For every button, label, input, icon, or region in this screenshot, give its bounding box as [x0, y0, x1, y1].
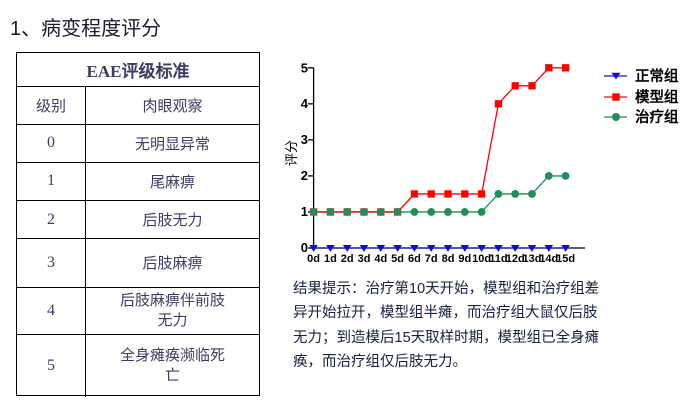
svg-text:0d: 0d [307, 253, 320, 265]
svg-text:8d: 8d [442, 253, 455, 265]
svg-text:15d: 15d [556, 253, 575, 265]
svg-text:2d: 2d [341, 253, 354, 265]
svg-text:评分: 评分 [284, 140, 299, 166]
svg-text:4d: 4d [374, 253, 387, 265]
svg-text:7d: 7d [425, 253, 438, 265]
svg-text:1d: 1d [324, 253, 337, 265]
svg-text:9d: 9d [458, 253, 471, 265]
svg-text:3: 3 [301, 132, 308, 147]
svg-text:1: 1 [301, 204, 308, 219]
svg-text:3d: 3d [358, 253, 371, 265]
svg-text:正常组: 正常组 [635, 67, 679, 85]
svg-text:4: 4 [301, 96, 309, 111]
svg-text:5: 5 [301, 61, 308, 76]
svg-text:5d: 5d [391, 253, 404, 265]
svg-text:2: 2 [301, 168, 308, 183]
svg-text:6d: 6d [408, 253, 421, 265]
svg-text:治疗组: 治疗组 [635, 108, 679, 126]
svg-text:模型组: 模型组 [635, 88, 679, 106]
